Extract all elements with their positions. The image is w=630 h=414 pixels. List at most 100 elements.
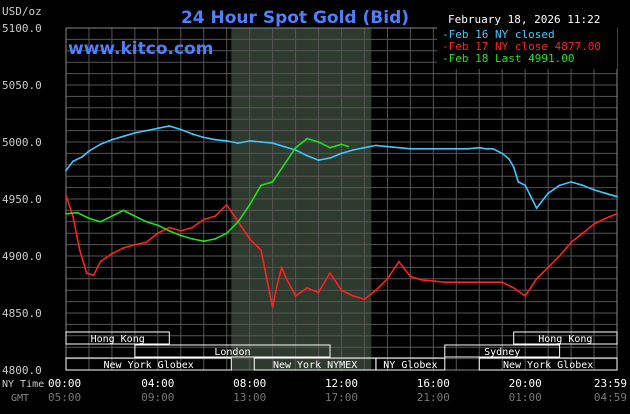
data-point <box>276 283 279 286</box>
data-point <box>317 141 320 143</box>
data-point <box>329 272 331 274</box>
data-point <box>65 194 67 197</box>
market-session-label: NY Globex <box>383 360 437 371</box>
data-point <box>485 147 487 150</box>
data-point <box>111 252 113 255</box>
data-point <box>260 184 262 187</box>
legend-entry-feb17: -Feb 17 NY close 4877.00 <box>442 40 601 53</box>
data-point <box>558 184 561 187</box>
data-point <box>616 212 618 215</box>
data-point <box>191 238 194 240</box>
data-point <box>85 272 88 274</box>
x-tick-label-gmt: 05:00 <box>48 391 81 404</box>
data-point <box>455 281 458 284</box>
market-session-box <box>65 357 232 371</box>
market-session-label: Sydney <box>484 347 520 358</box>
data-point <box>156 127 159 130</box>
data-point <box>409 147 412 150</box>
data-point <box>99 260 102 263</box>
data-point <box>65 212 67 215</box>
data-point <box>168 125 171 127</box>
data-point <box>501 152 504 155</box>
x-tick-label-ny: 12:00 <box>325 377 358 390</box>
market-session-box <box>375 357 446 371</box>
x-tick-label-gmt: 09:00 <box>141 391 174 404</box>
data-point <box>512 166 515 169</box>
y-tick-label: 5050.0 <box>2 79 42 92</box>
data-point <box>340 152 343 155</box>
data-point <box>134 132 136 134</box>
data-point <box>363 146 366 149</box>
data-point <box>317 159 320 162</box>
data-point <box>524 184 527 187</box>
chart-title: 24 Hour Spot Gold (Bid) <box>181 8 409 28</box>
data-point <box>156 232 159 235</box>
data-point <box>145 241 148 244</box>
kitco-website-label: www.kitco.com <box>68 39 213 59</box>
data-point <box>225 140 228 142</box>
x-tick-label-gmt: 21:00 <box>417 391 450 404</box>
data-point <box>375 144 377 147</box>
data-point <box>604 217 607 220</box>
data-point <box>352 149 354 151</box>
market-session-box <box>478 357 618 371</box>
data-point <box>285 277 288 280</box>
data-point <box>466 147 469 150</box>
data-point <box>317 291 320 294</box>
data-point <box>78 249 81 252</box>
data-point <box>501 281 504 284</box>
data-point <box>145 220 148 223</box>
data-point <box>81 155 83 158</box>
x-tick-label-ny: 08:00 <box>233 377 266 390</box>
data-point <box>347 145 350 148</box>
data-point <box>386 277 389 280</box>
chart-timestamp: February 18, 2026 11:22 <box>448 13 600 26</box>
price-series <box>65 125 618 309</box>
data-point <box>432 280 435 282</box>
data-point <box>122 135 125 138</box>
data-point <box>99 220 102 223</box>
data-point <box>111 138 113 141</box>
data-point <box>65 169 67 172</box>
data-point <box>202 136 205 139</box>
market-session-box <box>134 344 331 358</box>
data-point <box>604 192 607 195</box>
x-tick-label-gmt: 04:59 <box>594 391 627 404</box>
data-point <box>593 189 595 191</box>
data-point <box>386 145 389 148</box>
data-point <box>260 249 262 252</box>
data-point <box>122 247 125 249</box>
market-session-box <box>513 331 618 345</box>
y-tick-label: 4800.0 <box>2 364 42 377</box>
data-point <box>248 203 251 206</box>
data-point <box>168 226 171 229</box>
data-point <box>581 232 584 235</box>
data-point <box>352 295 354 297</box>
data-point <box>375 289 377 292</box>
data-point <box>214 215 217 218</box>
data-point <box>455 147 458 150</box>
data-point <box>179 234 182 237</box>
data-point <box>271 181 274 183</box>
data-point <box>214 238 217 240</box>
data-point <box>547 192 549 195</box>
data-point <box>340 289 343 292</box>
data-point <box>306 137 308 140</box>
data-point <box>168 230 171 232</box>
chart-legend: -Feb 16 NY closed -Feb 17 NY close 4877.… <box>437 27 617 69</box>
data-point <box>581 184 584 187</box>
x-tick-label-ny: 23:59 <box>594 377 627 390</box>
data-point <box>72 160 74 163</box>
data-point <box>237 142 240 145</box>
data-point <box>191 226 194 229</box>
data-point <box>99 143 102 146</box>
data-point <box>271 306 274 309</box>
data-point <box>616 195 618 198</box>
market-session-label: London <box>214 347 250 358</box>
market-session-label: New York NYMEX <box>273 360 357 371</box>
data-point <box>340 143 343 146</box>
data-point <box>72 215 74 218</box>
series-line-2 <box>65 137 349 243</box>
data-point <box>492 147 494 150</box>
data-point <box>156 224 159 227</box>
